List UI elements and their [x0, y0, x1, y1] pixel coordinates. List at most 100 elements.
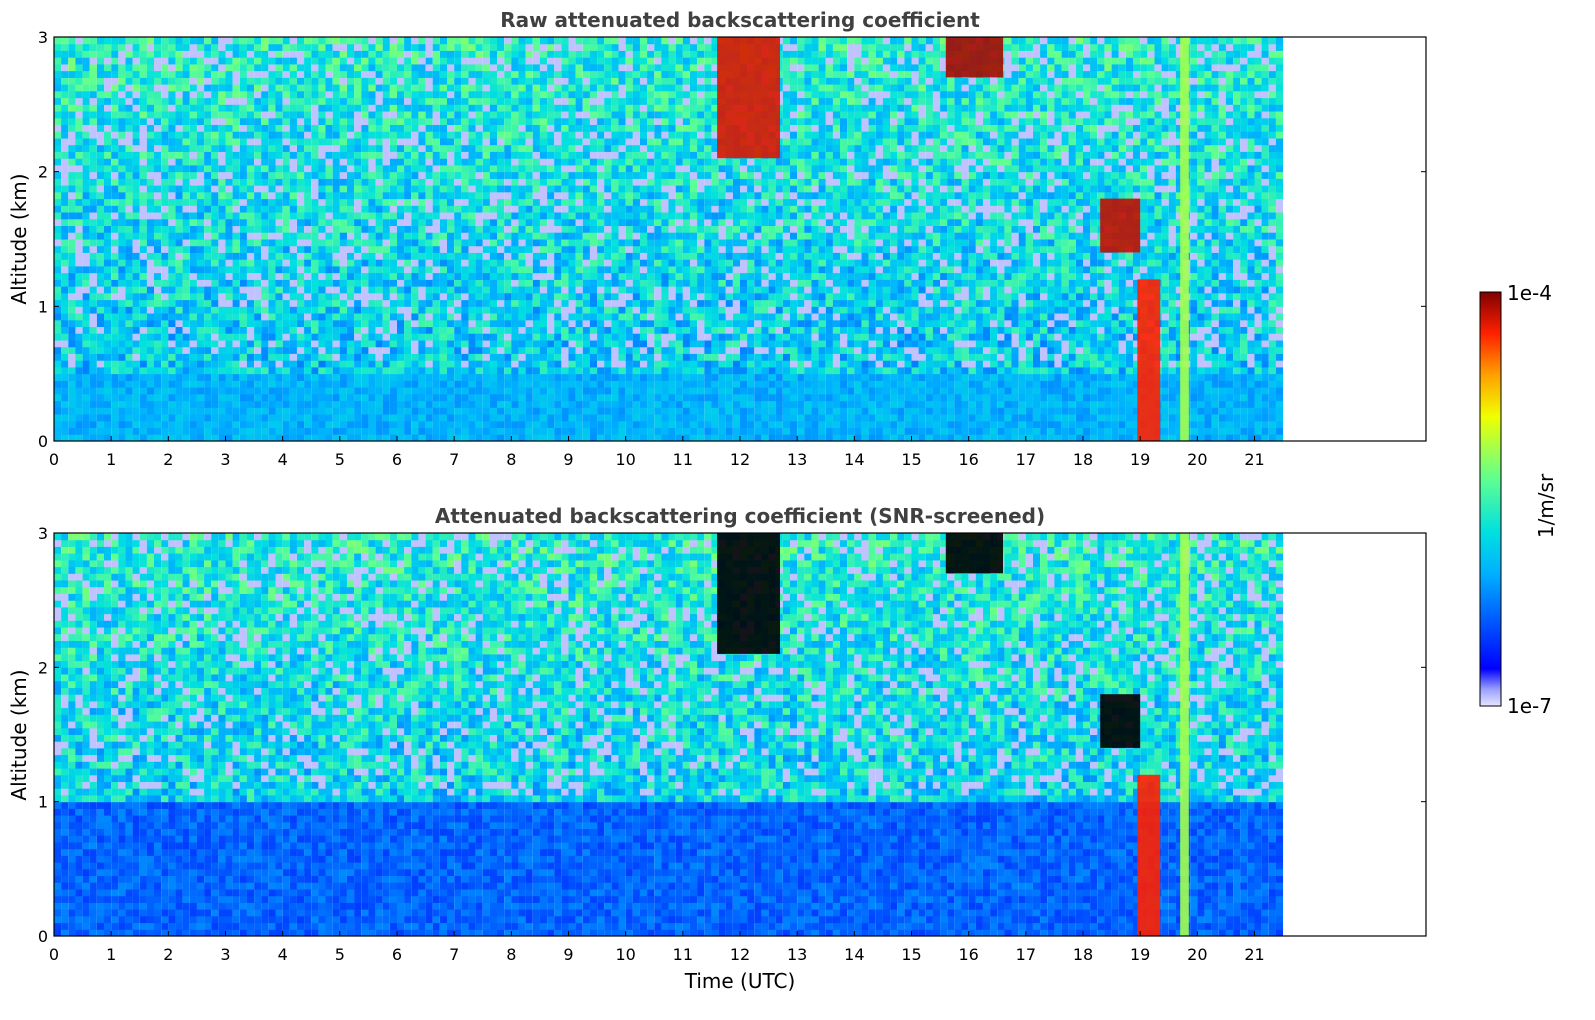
heatmap-cell: [175, 104, 183, 112]
heatmap-cell: [196, 319, 205, 328]
heatmap-cell: [418, 259, 426, 267]
heatmap-cell: [532, 212, 540, 220]
heatmap-cell: [447, 333, 455, 341]
heatmap-cell: [554, 131, 562, 139]
heatmap-cell: [297, 373, 305, 381]
heatmap-cell: [404, 218, 412, 227]
heatmap-cell: [525, 151, 533, 159]
heatmap-cell: [611, 393, 619, 402]
heatmap-cell: [547, 138, 555, 146]
heatmap-cell: [139, 212, 147, 220]
heatmap-cell: [618, 144, 626, 152]
heatmap-cell: [332, 212, 340, 220]
heatmap-cell: [382, 131, 390, 139]
heatmap-cell: [625, 117, 633, 126]
heatmap-cell: [475, 111, 483, 119]
heatmap-cell: [361, 245, 369, 253]
heatmap-cell: [146, 70, 155, 78]
heatmap-cell: [354, 393, 362, 402]
heatmap-cell: [61, 97, 69, 105]
heatmap-cell: [304, 313, 312, 321]
heatmap-cell: [611, 97, 619, 105]
heatmap-cell: [118, 198, 126, 206]
heatmap-cell: [339, 117, 347, 126]
heatmap-cell: [125, 292, 133, 301]
heatmap-cell: [325, 286, 333, 294]
heatmap-cell: [489, 319, 498, 328]
heatmap-cell: [489, 340, 498, 348]
heatmap-cell: [375, 245, 383, 253]
heatmap-cell: [361, 117, 369, 126]
heatmap-cell: [118, 360, 126, 368]
heatmap-cell: [632, 265, 640, 274]
heatmap-cell: [254, 124, 262, 132]
heatmap-cell: [139, 245, 147, 253]
heatmap-cell: [454, 279, 462, 287]
heatmap-cell: [104, 232, 112, 240]
heatmap-cell: [204, 104, 212, 112]
heatmap-cell: [347, 84, 355, 92]
heatmap-cell: [568, 171, 576, 179]
heatmap-cell: [347, 198, 355, 206]
heatmap-cell: [347, 239, 355, 247]
heatmap-cell: [640, 205, 648, 213]
heatmap-cell: [146, 97, 155, 105]
heatmap-cell: [604, 50, 612, 58]
heatmap-cell: [225, 239, 233, 247]
heatmap-cell: [218, 333, 226, 341]
heatmap-cell: [525, 299, 533, 307]
heatmap-cell: [282, 346, 290, 354]
heatmap-cell: [89, 286, 97, 294]
heatmap-cell: [404, 272, 412, 280]
heatmap-cell: [532, 225, 540, 233]
heatmap-cell: [554, 259, 562, 267]
heatmap-cell: [225, 117, 233, 126]
heatmap-cell: [275, 299, 283, 307]
heatmap-cell: [175, 292, 183, 301]
heatmap-cell: [347, 333, 355, 341]
heatmap-cell: [547, 259, 555, 267]
heatmap-cell: [325, 138, 333, 146]
heatmap-cell: [225, 380, 233, 388]
heatmap-cell: [204, 97, 212, 105]
heatmap-cell: [439, 272, 448, 280]
heatmap-cell: [389, 306, 398, 314]
heatmap-cell: [211, 299, 219, 307]
heatmap-cell: [625, 158, 633, 166]
heatmap-cell: [561, 37, 569, 45]
heatmap-cell: [54, 178, 62, 186]
heatmap-cell: [504, 306, 512, 314]
heatmap-cell: [196, 265, 205, 274]
heatmap-cell: [246, 111, 255, 119]
heatmap-cell: [497, 138, 505, 146]
heatmap-cell: [325, 97, 333, 105]
heatmap-cell: [532, 272, 540, 280]
heatmap-cell: [139, 239, 147, 247]
heatmap-cell: [439, 252, 448, 260]
heatmap-cell: [625, 326, 633, 334]
heatmap-cell: [104, 306, 112, 314]
heatmap-cell: [418, 124, 426, 132]
heatmap-cell: [568, 151, 576, 159]
heatmap-cell: [397, 117, 405, 126]
heatmap-cell: [325, 326, 333, 334]
heatmap-cell: [518, 198, 526, 206]
heatmap-cell: [425, 313, 433, 321]
heatmap-cell: [282, 164, 290, 173]
heatmap-cell: [354, 191, 362, 200]
heatmap-cell: [75, 124, 83, 132]
heatmap-cell: [561, 164, 569, 173]
heatmap-cell: [218, 77, 226, 85]
heatmap-cell: [375, 292, 383, 301]
heatmap-cell: [604, 407, 612, 415]
heatmap-cell: [189, 144, 197, 152]
heatmap-cell: [489, 360, 498, 368]
heatmap-cell: [204, 252, 212, 260]
heatmap-cell: [182, 360, 190, 368]
heatmap-cell: [118, 124, 126, 132]
heatmap-cell: [118, 232, 126, 240]
heatmap-cell: [518, 360, 526, 368]
heatmap-cell: [611, 37, 619, 45]
heatmap-cell: [189, 353, 197, 361]
heatmap-cell: [297, 151, 305, 159]
